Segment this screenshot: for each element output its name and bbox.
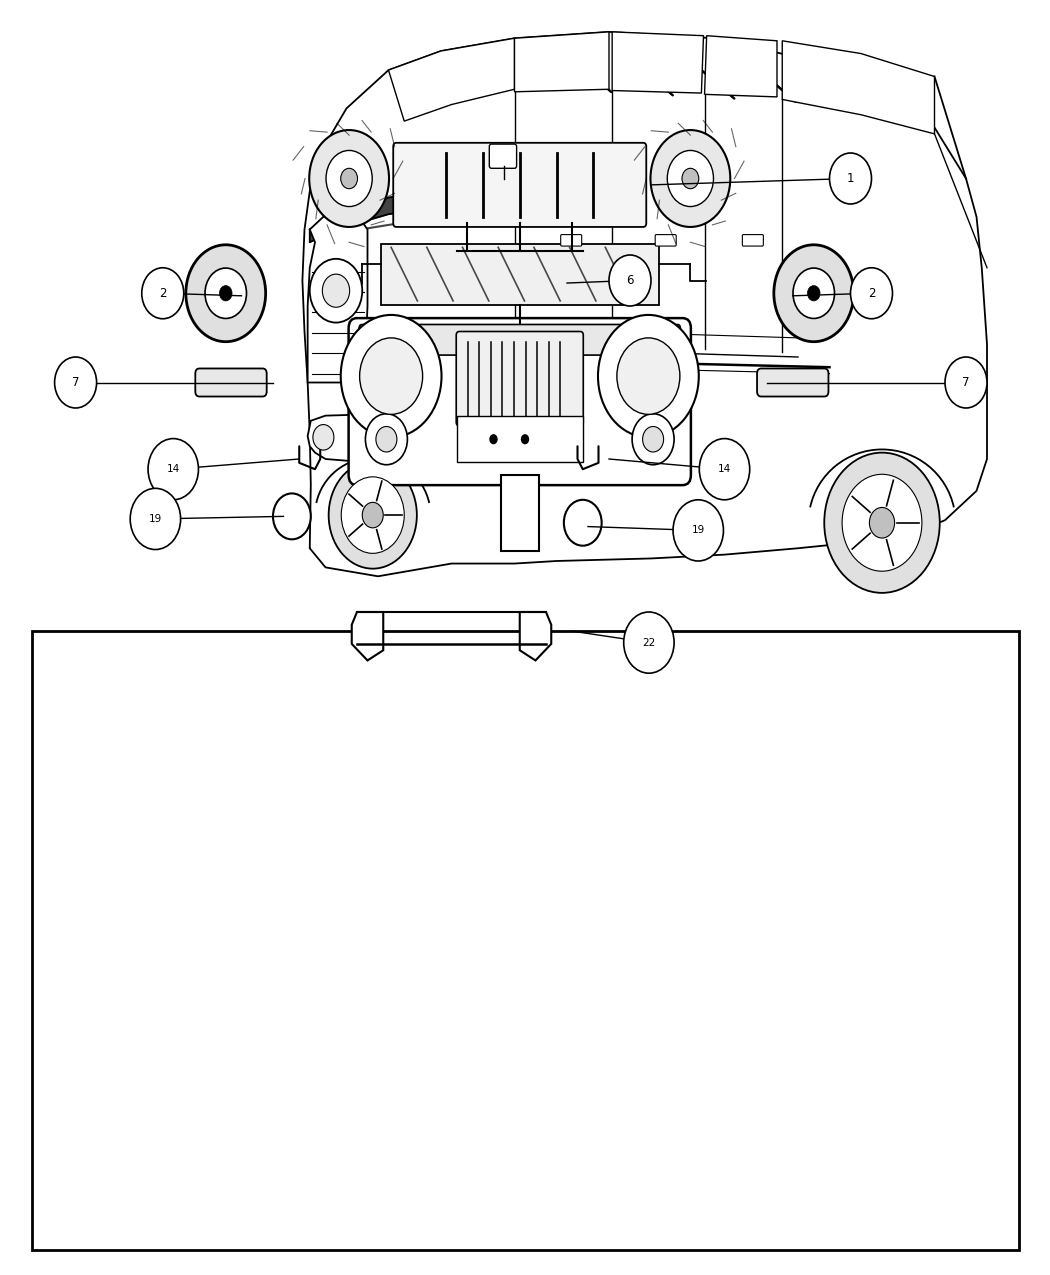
FancyBboxPatch shape bbox=[349, 317, 691, 484]
Circle shape bbox=[273, 493, 311, 539]
Text: 2: 2 bbox=[159, 287, 167, 300]
Text: 2: 2 bbox=[867, 287, 876, 300]
Text: 7: 7 bbox=[962, 376, 970, 389]
Text: 14: 14 bbox=[718, 464, 731, 474]
Text: 1: 1 bbox=[846, 172, 855, 185]
Circle shape bbox=[616, 338, 679, 414]
Polygon shape bbox=[782, 41, 934, 134]
Polygon shape bbox=[308, 414, 397, 462]
Circle shape bbox=[774, 245, 854, 342]
Polygon shape bbox=[705, 36, 777, 97]
Circle shape bbox=[130, 488, 181, 550]
Circle shape bbox=[609, 255, 651, 306]
Polygon shape bbox=[612, 32, 704, 93]
Polygon shape bbox=[352, 612, 383, 660]
Circle shape bbox=[55, 357, 97, 408]
Circle shape bbox=[830, 153, 871, 204]
Polygon shape bbox=[388, 38, 514, 121]
Circle shape bbox=[869, 507, 895, 538]
Circle shape bbox=[807, 286, 820, 301]
Circle shape bbox=[651, 130, 731, 227]
Circle shape bbox=[329, 462, 417, 569]
Text: 6: 6 bbox=[626, 274, 634, 287]
FancyBboxPatch shape bbox=[561, 235, 582, 246]
Circle shape bbox=[340, 168, 357, 189]
Circle shape bbox=[521, 434, 529, 444]
FancyBboxPatch shape bbox=[380, 244, 659, 305]
Circle shape bbox=[322, 274, 350, 307]
Circle shape bbox=[313, 425, 334, 450]
Circle shape bbox=[643, 426, 664, 451]
Text: 7: 7 bbox=[71, 376, 80, 389]
Text: 14: 14 bbox=[167, 464, 180, 474]
Circle shape bbox=[564, 500, 602, 546]
Circle shape bbox=[699, 439, 750, 500]
Circle shape bbox=[842, 474, 922, 571]
Circle shape bbox=[362, 502, 383, 528]
FancyBboxPatch shape bbox=[655, 235, 676, 246]
FancyBboxPatch shape bbox=[742, 235, 763, 246]
Circle shape bbox=[219, 286, 232, 301]
Circle shape bbox=[824, 453, 940, 593]
FancyBboxPatch shape bbox=[359, 324, 680, 354]
Polygon shape bbox=[514, 32, 609, 92]
FancyBboxPatch shape bbox=[489, 144, 517, 168]
Circle shape bbox=[850, 268, 892, 319]
Circle shape bbox=[148, 439, 198, 500]
FancyBboxPatch shape bbox=[456, 332, 584, 426]
Polygon shape bbox=[308, 214, 368, 382]
FancyBboxPatch shape bbox=[195, 368, 267, 397]
Circle shape bbox=[945, 357, 987, 408]
Bar bbox=[501, 474, 539, 551]
Circle shape bbox=[489, 434, 498, 444]
Circle shape bbox=[682, 168, 699, 189]
Circle shape bbox=[624, 612, 674, 673]
Polygon shape bbox=[310, 181, 588, 242]
Circle shape bbox=[597, 315, 698, 437]
Text: 22: 22 bbox=[643, 638, 655, 648]
Polygon shape bbox=[520, 612, 551, 660]
Circle shape bbox=[673, 500, 723, 561]
FancyBboxPatch shape bbox=[393, 143, 646, 227]
Circle shape bbox=[310, 259, 362, 323]
FancyBboxPatch shape bbox=[757, 368, 828, 397]
Circle shape bbox=[365, 413, 407, 464]
Circle shape bbox=[341, 477, 404, 553]
Bar bbox=[32, 631, 1018, 1250]
Circle shape bbox=[310, 130, 388, 227]
Circle shape bbox=[376, 426, 397, 451]
Circle shape bbox=[632, 413, 674, 464]
Text: 19: 19 bbox=[149, 514, 162, 524]
Circle shape bbox=[359, 338, 422, 414]
Circle shape bbox=[340, 315, 441, 437]
FancyBboxPatch shape bbox=[457, 416, 583, 462]
Circle shape bbox=[793, 268, 835, 319]
Circle shape bbox=[326, 150, 373, 207]
Circle shape bbox=[205, 268, 247, 319]
Circle shape bbox=[668, 150, 714, 207]
Text: 19: 19 bbox=[692, 525, 705, 536]
Circle shape bbox=[186, 245, 266, 342]
Circle shape bbox=[142, 268, 184, 319]
